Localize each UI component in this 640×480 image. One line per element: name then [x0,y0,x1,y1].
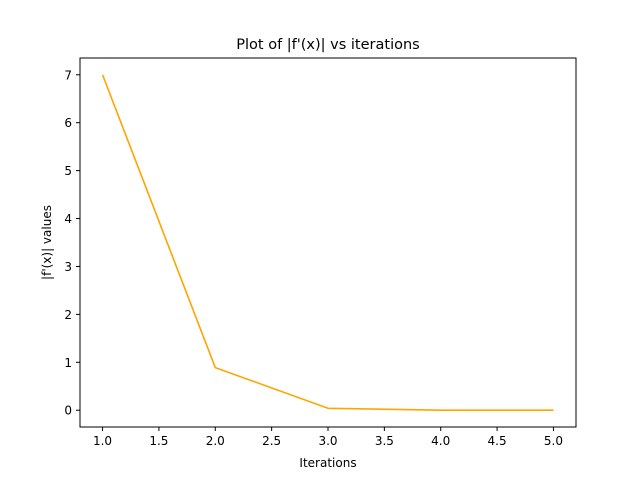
y-axis-ticks: 0 1 2 3 4 5 6 7 [64,68,80,418]
x-tick-label: 3.0 [318,434,337,448]
y-tick-label: 4 [64,212,72,226]
y-tick-label: 7 [64,68,72,82]
x-tick-label: 5.0 [544,434,563,448]
y-tick-label: 3 [64,260,72,274]
y-tick-label: 0 [64,404,72,418]
series-line [101,74,554,412]
x-axis-label: Iterations [299,456,356,470]
x-tick-label: 2.5 [262,434,281,448]
plot-area [80,58,576,427]
series-layer [101,74,554,412]
plot-frame [79,57,577,428]
x-tick-label: 1.0 [93,434,112,448]
x-tick-label: 3.5 [375,434,394,448]
y-tick-label: 6 [64,116,72,130]
chart-title: Plot of |f'(x)| vs iterations [236,37,419,53]
x-tick-label: 4.5 [488,434,507,448]
y-tick-label: 2 [64,308,72,322]
x-tick-label: 1.5 [149,434,168,448]
x-tick-label: 4.0 [431,434,450,448]
x-tick-label: 2.0 [206,434,225,448]
x-axis-ticks: 1.0 1.5 2.0 2.5 3.0 3.5 4.0 4.5 5.0 [93,427,563,448]
y-tick-label: 1 [64,356,72,370]
y-axis-label: |f'(x)| values [40,205,54,280]
y-tick-label: 5 [64,164,72,178]
